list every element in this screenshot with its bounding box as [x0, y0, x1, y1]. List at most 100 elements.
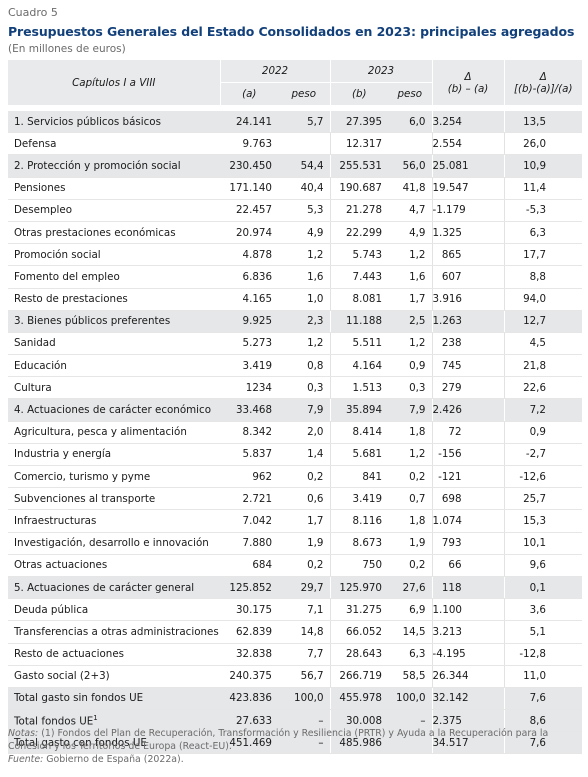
- row-label-text: Otras prestaciones económicas: [14, 226, 176, 239]
- table-row: Gasto social (2+3) 240.375 56,7 266.719 58,5…: [8, 665, 582, 688]
- peso-2022: 2,3: [278, 310, 331, 333]
- peso-2023: 7,9: [388, 398, 433, 422]
- value-2023: 485.986: [330, 731, 388, 755]
- table-row: Total fondos UE1 27.633–30.008–2.375 8,6: [8, 709, 582, 733]
- row-label-text: 3. Bienes públicos preferentes: [14, 315, 171, 328]
- peso-2022: 2,0: [278, 421, 331, 444]
- peso-2022: 5,7: [278, 105, 331, 134]
- delta-abs: -121: [432, 465, 505, 489]
- value-2022: 62.839: [220, 620, 278, 644]
- table-row: Fomento del empleo 6.836 1,6 7.443 1,6 607 8,8: [8, 265, 582, 289]
- peso-2023: 27,6: [388, 576, 433, 600]
- row-label: Infraestructuras: [8, 509, 220, 533]
- row-label: Comercio, turismo y pyme: [8, 465, 220, 489]
- delta-abs: 2.554: [432, 132, 505, 156]
- table-row: Otras prestaciones económicas 20.974 4,9 22…: [8, 221, 582, 245]
- delta-abs: 279: [432, 376, 505, 400]
- row-label: Transferencias a otras administraciones: [8, 620, 220, 644]
- delta-abs: 1.325: [432, 221, 505, 245]
- table-row: Desempleo 22.457 5,3 21.278 4,7 -1.179 -5,3: [8, 199, 582, 222]
- peso-2023: 1,9: [388, 532, 433, 555]
- delta-pct: 26,0: [504, 132, 582, 156]
- row-label-text: Infraestructuras: [14, 514, 97, 527]
- peso-2023: 1,6: [388, 265, 433, 289]
- value-2022: 7.042: [220, 509, 278, 533]
- value-2022: 230.450: [220, 154, 278, 178]
- peso-2023: 0,2: [388, 465, 433, 489]
- peso-2022: 1,7: [278, 509, 331, 533]
- header-delta-abs: Δ: [432, 60, 505, 83]
- value-2022: 20.974: [220, 221, 278, 245]
- value-2023: 22.299: [330, 221, 388, 245]
- delta-pct: 0,1: [504, 576, 582, 600]
- delta-abs: -4.195: [432, 643, 505, 666]
- value-2023: 455.978: [330, 687, 388, 711]
- value-2023: 255.531: [330, 154, 388, 178]
- row-label-text: Transferencias a otras administraciones: [14, 625, 219, 638]
- value-2022: 30.175: [220, 598, 278, 622]
- value-2023: 3.419: [330, 487, 388, 511]
- delta-abs: 118: [432, 576, 505, 600]
- peso-2022: 7,7: [278, 643, 331, 666]
- value-2023: 750: [330, 554, 388, 577]
- delta-pct: 12,7: [504, 310, 582, 333]
- row-label-text: Total fondos UE: [14, 715, 94, 728]
- peso-2022: 0,6: [278, 487, 331, 511]
- header-peso-b: peso: [388, 82, 433, 108]
- row-label: Pensiones: [8, 177, 220, 200]
- value-2023: 27.395: [330, 105, 388, 134]
- row-label: 4. Actuaciones de carácter económico: [8, 398, 220, 422]
- row-label-text: Comercio, turismo y pyme: [14, 470, 151, 483]
- peso-2023: 58,5: [388, 665, 433, 688]
- value-2023: 35.894: [330, 398, 388, 422]
- peso-2022: 100,0: [278, 687, 331, 711]
- delta-abs: 238: [432, 332, 505, 356]
- peso-2022: 0,3: [278, 376, 331, 400]
- value-2023: 5.681: [330, 443, 388, 467]
- value-2022: 423.836: [220, 687, 278, 711]
- peso-2023: 1,8: [388, 509, 433, 533]
- value-2023: 5.743: [330, 243, 388, 267]
- delta-pct: -12,8: [504, 643, 582, 666]
- value-2022: 22.457: [220, 199, 278, 222]
- row-label-text: Cultura: [14, 381, 52, 394]
- value-2023: 190.687: [330, 177, 388, 200]
- row-label: Agricultura, pesca y alimentación: [8, 421, 220, 444]
- peso-2022: [278, 132, 331, 156]
- row-label: Defensa: [8, 132, 220, 156]
- delta-pct: 8,8: [504, 265, 582, 289]
- value-2023: 30.008: [330, 709, 388, 733]
- peso-2023: [388, 132, 433, 156]
- value-2022: 4.878: [220, 243, 278, 267]
- peso-2023: 6,0: [388, 105, 433, 134]
- row-label-text: Total gasto con fondos UE: [14, 736, 147, 749]
- header-pct-change: [(b)-(a)]/(a): [504, 82, 582, 108]
- peso-2022: 1,4: [278, 443, 331, 467]
- peso-2022: 14,8: [278, 620, 331, 644]
- row-label: 1. Servicios públicos básicos: [8, 105, 220, 134]
- delta-pct: 5,1: [504, 620, 582, 644]
- value-2023: 28.643: [330, 643, 388, 666]
- peso-2022: 4,9: [278, 221, 331, 245]
- table-subtitle: (En millones de euros): [8, 43, 126, 55]
- row-label: Cultura: [8, 376, 220, 400]
- peso-2023: [388, 731, 433, 755]
- row-label: Otras actuaciones: [8, 554, 220, 577]
- delta-pct: 7,2: [504, 398, 582, 422]
- value-2022: 8.342: [220, 421, 278, 444]
- delta-pct: 9,6: [504, 554, 582, 577]
- peso-2022: 56,7: [278, 665, 331, 688]
- row-label-text: 5. Actuaciones de carácter general: [14, 581, 195, 594]
- value-2022: 240.375: [220, 665, 278, 688]
- row-label: Investigación, desarrollo e innovación: [8, 532, 220, 555]
- peso-2022: 7,1: [278, 598, 331, 622]
- row-label-text: 4. Actuaciones de carácter económico: [14, 404, 211, 417]
- delta-abs: 32.142: [432, 687, 505, 711]
- table-row: 4. Actuaciones de carácter económico 33.4…: [8, 398, 582, 422]
- row-label-text: Gasto social (2+3): [14, 670, 110, 683]
- table-row: Agricultura, pesca y alimentación 8.342 2,…: [8, 421, 582, 444]
- peso-2022: 29,7: [278, 576, 331, 600]
- row-label: Otras prestaciones económicas: [8, 221, 220, 245]
- table-row: 1. Servicios públicos básicos 24.141 5,7 27…: [8, 105, 582, 134]
